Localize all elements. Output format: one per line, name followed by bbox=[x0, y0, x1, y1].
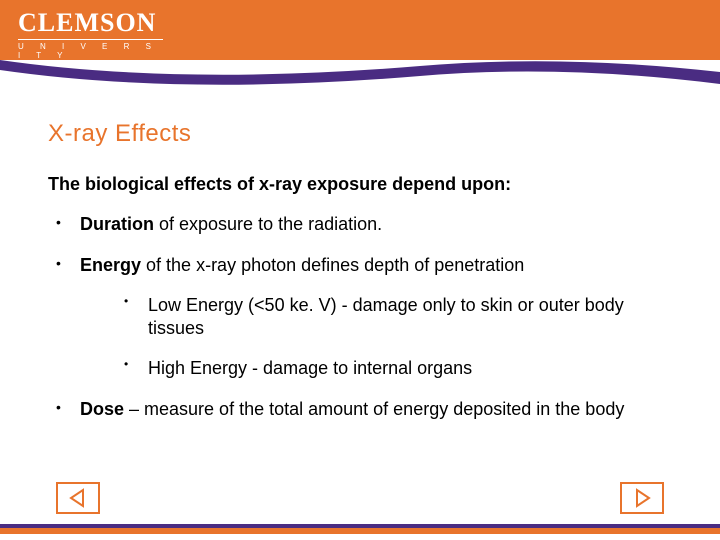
triangle-left-icon bbox=[68, 488, 88, 508]
next-button[interactable] bbox=[620, 482, 664, 514]
bullet-bold: Duration bbox=[80, 214, 154, 234]
slide-title: X-ray Effects bbox=[48, 120, 672, 148]
slide-subtitle: The biological effects of x-ray exposure… bbox=[48, 174, 672, 195]
brand-name: CLEMSON bbox=[18, 10, 163, 36]
bullet-item: Duration of exposure to the radiation. bbox=[52, 213, 672, 236]
sub-bullet-item: High Energy - damage to internal organs bbox=[120, 357, 672, 380]
brand-sub: U N I V E R S I T Y bbox=[18, 39, 163, 60]
sub-bullet-text: Low Energy (<50 ke. V) - damage only to … bbox=[148, 295, 624, 338]
bullet-item: Energy of the x-ray photon defines depth… bbox=[52, 254, 672, 380]
bullet-text: of exposure to the radiation. bbox=[154, 214, 382, 234]
sub-bullet-text: High Energy - damage to internal organs bbox=[148, 358, 472, 378]
bullet-text: – measure of the total amount of energy … bbox=[124, 399, 624, 419]
sub-bullet-list: Low Energy (<50 ke. V) - damage only to … bbox=[80, 294, 672, 380]
header-band: CLEMSON U N I V E R S I T Y bbox=[0, 0, 720, 60]
bullet-list: Duration of exposure to the radiation. E… bbox=[48, 213, 672, 421]
brand-logo: CLEMSON U N I V E R S I T Y bbox=[18, 10, 163, 60]
bullet-bold: Dose bbox=[80, 399, 124, 419]
prev-button[interactable] bbox=[56, 482, 100, 514]
slide-content: X-ray Effects The biological effects of … bbox=[0, 120, 720, 439]
triangle-right-icon bbox=[632, 488, 652, 508]
bullet-item: Dose – measure of the total amount of en… bbox=[52, 398, 672, 421]
footer-bar bbox=[0, 524, 720, 534]
bullet-bold: Energy bbox=[80, 255, 141, 275]
sub-bullet-item: Low Energy (<50 ke. V) - damage only to … bbox=[120, 294, 672, 341]
bullet-text: of the x-ray photon defines depth of pen… bbox=[141, 255, 524, 275]
